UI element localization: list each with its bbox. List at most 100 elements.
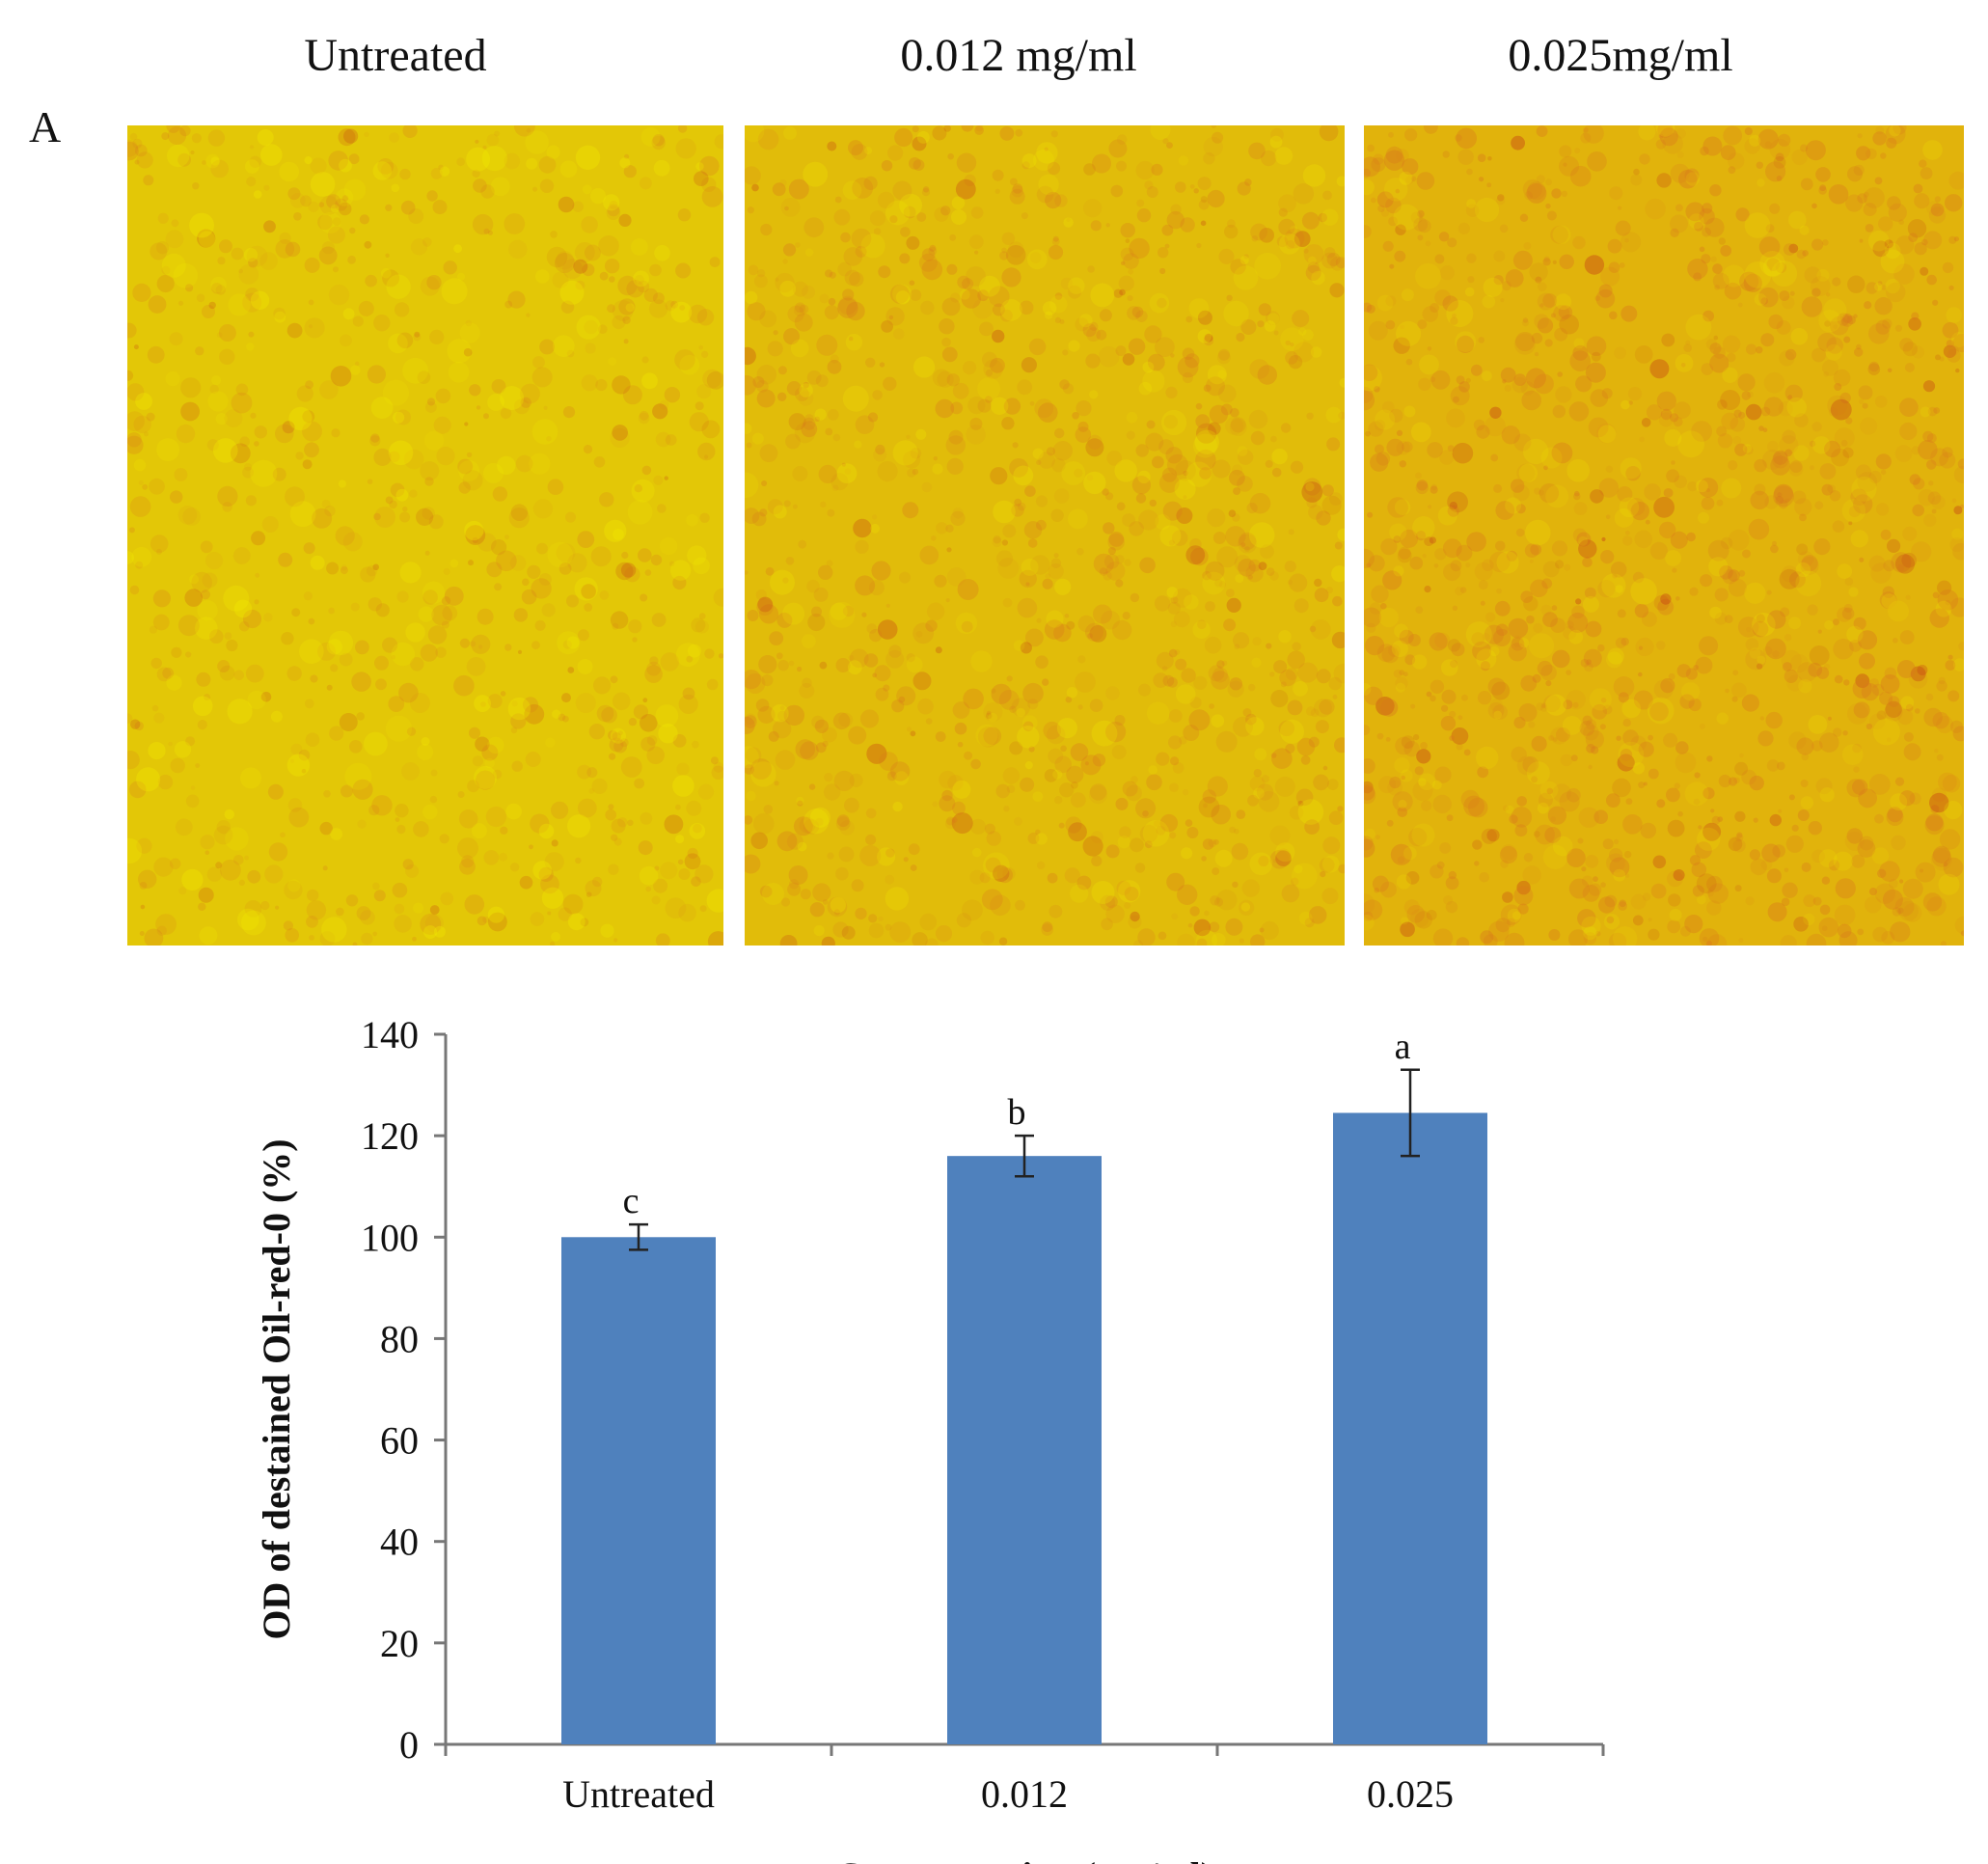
stain-spot	[572, 201, 584, 212]
stain-spot	[1042, 921, 1053, 933]
stain-spot	[1734, 761, 1749, 776]
stain-spot	[1414, 766, 1424, 776]
stain-spot	[472, 169, 480, 178]
stain-spot	[815, 817, 824, 827]
highlight-spot	[1391, 640, 1408, 658]
stain-spot	[755, 589, 767, 601]
stain-spot	[675, 804, 681, 810]
stain-spot	[1799, 513, 1807, 522]
stain-spot	[1366, 304, 1375, 314]
stain-spot	[1156, 825, 1166, 836]
stain-spot	[921, 259, 943, 281]
highlight-spot	[1888, 600, 1909, 622]
highlight-spot	[336, 188, 354, 206]
stain-spot	[1853, 494, 1873, 514]
stain-spot	[282, 421, 295, 434]
stain-spot	[1711, 815, 1721, 825]
stain-spot	[1385, 319, 1396, 330]
stain-spot	[552, 271, 569, 288]
stain-spot	[1195, 414, 1211, 428]
stain-spot	[1249, 776, 1266, 792]
stain-spot	[1430, 679, 1445, 694]
stain-spot	[267, 783, 284, 800]
stain-spot	[539, 178, 555, 193]
stain-spot	[651, 135, 666, 151]
highlight-spot	[1150, 125, 1171, 140]
highlight-spot	[413, 902, 424, 914]
stain-spot	[761, 674, 774, 687]
highlight-spot	[487, 736, 504, 754]
stain-spot	[920, 300, 935, 315]
stain-spot	[142, 483, 149, 490]
stain-spot	[1405, 871, 1420, 885]
stain-spot	[357, 819, 367, 829]
stain-spot	[335, 198, 348, 211]
stain-spot	[402, 859, 414, 870]
highlight-spot	[1950, 332, 1964, 347]
stain-spot	[1021, 212, 1028, 220]
stain-spot	[356, 906, 371, 920]
stain-spot	[1415, 480, 1429, 495]
highlight-spot	[1482, 370, 1492, 382]
stain-spot	[608, 863, 619, 875]
stain-spot	[1744, 446, 1754, 455]
highlight-spot	[490, 177, 510, 197]
stain-spot	[1216, 890, 1238, 911]
stain-spot	[1732, 670, 1739, 676]
highlight-spot	[471, 823, 487, 839]
highlight-spot	[464, 520, 484, 541]
stain-spot	[1532, 673, 1541, 683]
stain-spot	[1583, 932, 1596, 946]
stain-spot	[550, 941, 556, 946]
stain-spot	[1129, 521, 1144, 536]
stain-spot	[826, 560, 833, 567]
stain-spot	[396, 824, 406, 835]
stain-spot	[1147, 353, 1165, 371]
stain-spot	[1674, 401, 1691, 419]
stain-spot	[1515, 528, 1525, 537]
stain-spot	[1609, 857, 1630, 878]
stain-spot	[1678, 169, 1698, 189]
highlight-spot	[1024, 761, 1033, 770]
stain-spot	[426, 275, 442, 290]
stain-spot	[1500, 298, 1505, 303]
stain-spot	[1260, 544, 1274, 560]
stain-spot	[185, 794, 200, 809]
stain-spot	[1128, 338, 1146, 355]
stain-spot	[1859, 836, 1874, 851]
stain-spot	[1149, 499, 1157, 507]
stain-spot	[1516, 880, 1531, 895]
stain-spot	[1868, 555, 1886, 572]
stain-spot	[420, 913, 442, 935]
stain-spot	[1465, 377, 1471, 383]
stain-spot	[1557, 371, 1563, 377]
stain-spot	[283, 920, 293, 931]
stain-spot	[827, 359, 842, 374]
stain-spot	[555, 253, 575, 273]
stain-spot	[1868, 470, 1882, 483]
stain-spot	[1506, 918, 1515, 928]
highlight-spot	[836, 463, 858, 483]
stain-spot	[1364, 686, 1383, 705]
stain-spot	[130, 719, 141, 729]
stain-spot	[581, 374, 598, 392]
stain-spot	[147, 345, 165, 364]
stain-spot	[704, 648, 715, 659]
stain-spot	[504, 152, 521, 170]
stain-spot	[1848, 506, 1861, 518]
highlight-spot	[225, 827, 249, 851]
stain-spot	[1410, 703, 1416, 709]
stain-spot	[1623, 850, 1632, 859]
stain-spot	[910, 864, 917, 871]
stain-spot	[999, 251, 1009, 260]
stain-spot	[1372, 875, 1389, 892]
stain-spot	[180, 377, 202, 398]
stain-spot	[783, 500, 791, 507]
stain-spot	[1756, 161, 1763, 169]
highlight-spot	[173, 262, 199, 288]
stain-spot	[619, 738, 629, 748]
stain-spot	[191, 133, 202, 144]
stain-spot	[1326, 437, 1341, 452]
stain-spot	[759, 508, 768, 517]
highlight-spot	[1294, 864, 1303, 874]
